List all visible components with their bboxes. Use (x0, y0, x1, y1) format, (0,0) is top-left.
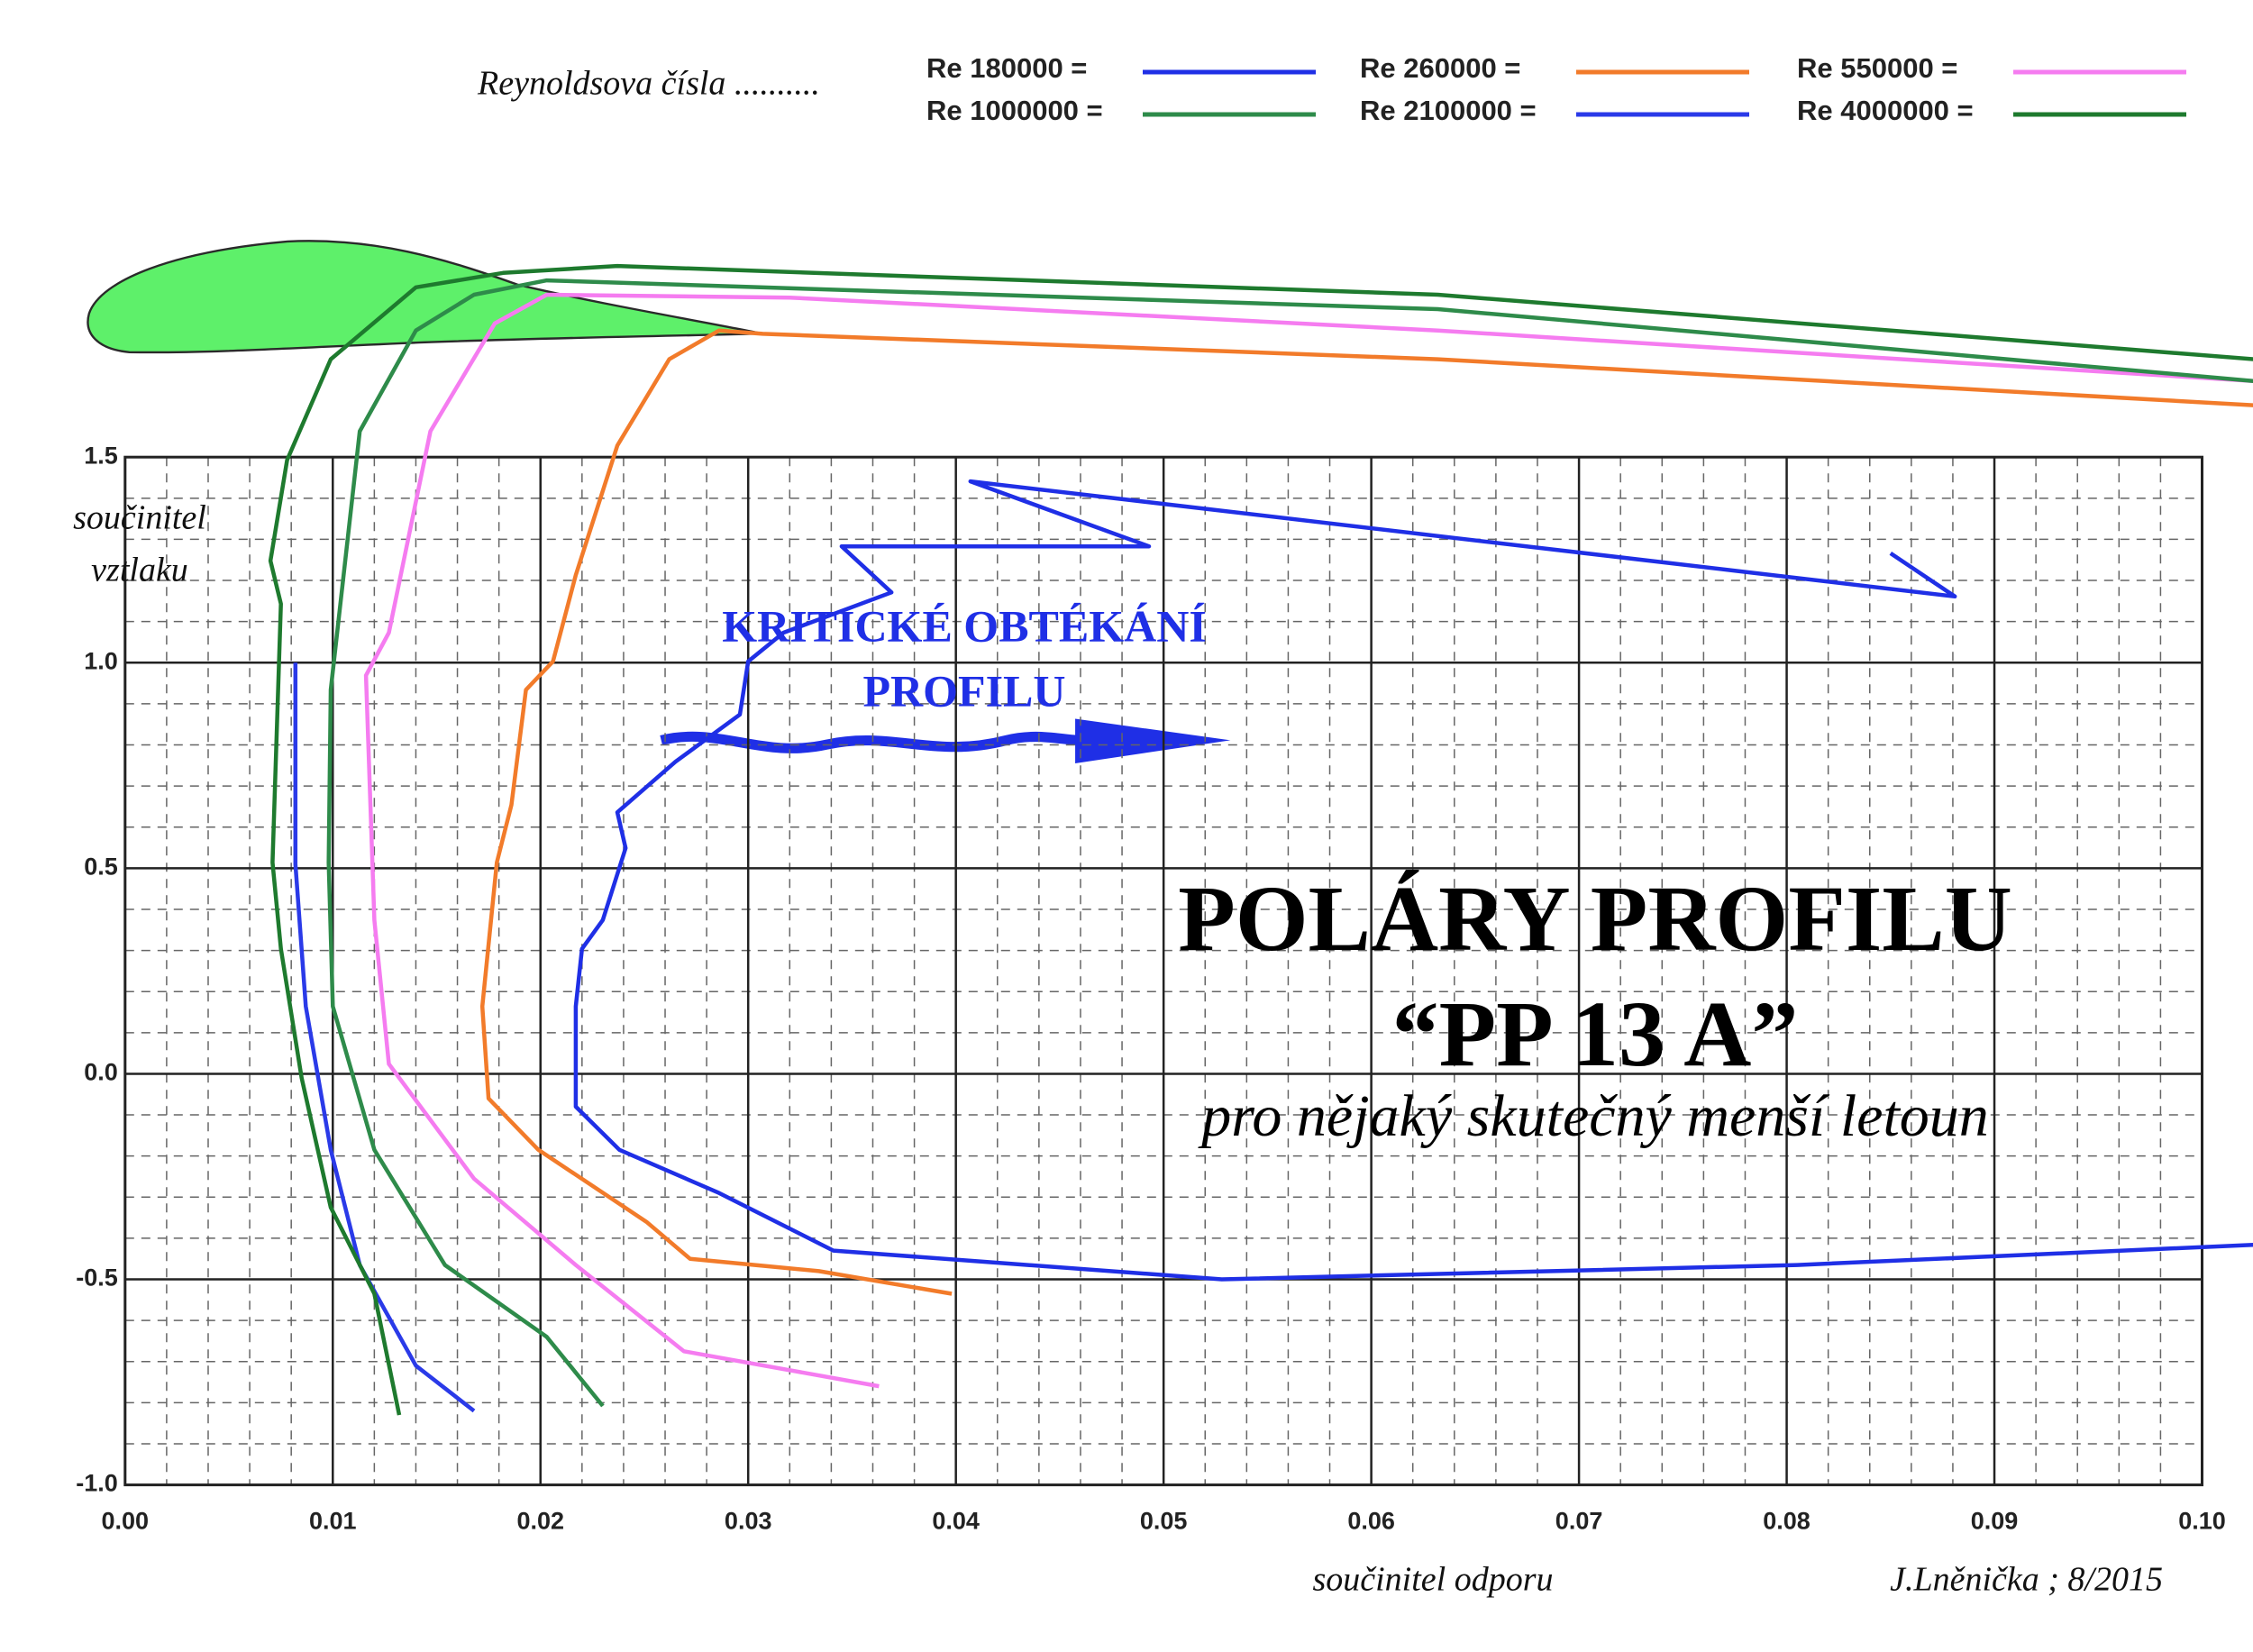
legend-label: Re 180000 = (926, 52, 1087, 84)
x-tick-label: 0.10 (2178, 1508, 2226, 1535)
legend-label: Re 2100000 = (1360, 95, 1537, 126)
y-tick-label: 1.5 (84, 442, 118, 469)
series-line (326, 278, 2253, 1408)
annotation: KRITICKÉ OBTÉKÁNÍ (722, 600, 1207, 651)
x-tick-label: 0.04 (932, 1508, 980, 1535)
legend-title: Reynoldsova čísla .......... (477, 65, 820, 103)
y-tick-label: -0.5 (76, 1264, 118, 1291)
x-tick-label: 0.03 (725, 1508, 772, 1535)
y-label: součinitel (73, 499, 206, 537)
plot-frame (123, 455, 2203, 1487)
x-tick-label: 0.08 (1763, 1508, 1811, 1535)
series-line (293, 662, 476, 1413)
x-tick-label: 0.09 (1971, 1508, 2019, 1535)
plot (268, 263, 2253, 1416)
x-tick-label: 0.01 (309, 1508, 357, 1535)
airfoil (87, 240, 1231, 763)
chart-title: “PP 13 A” (1392, 982, 1799, 1086)
legend-label: Re 550000 = (1797, 52, 1957, 84)
x-label: součinitel odporu (1312, 1561, 1553, 1599)
y-label: vztlaku (91, 552, 188, 589)
x-tick-label: 0.02 (516, 1508, 564, 1535)
chart-title: POLÁRY PROFILU (1178, 867, 2012, 971)
legend-label: Re 260000 = (1360, 52, 1520, 84)
series-line (573, 479, 2253, 1282)
credit: J.Lněnička ; 8/2015 (1890, 1561, 2163, 1599)
y-tick-label: -1.0 (76, 1470, 118, 1497)
wavy-arrow (660, 731, 1079, 753)
x-tick-label: 0.06 (1347, 1508, 1395, 1535)
y-tick-label: 0.0 (84, 1059, 118, 1086)
x-tick-label: 0.05 (1140, 1508, 1188, 1535)
series-line (479, 328, 2253, 1296)
y-tick-label: 0.5 (84, 853, 118, 880)
x-tick-label: 0.00 (102, 1508, 150, 1535)
y-tick-label: 1.0 (84, 647, 118, 674)
subtitle: pro nějaký skutečný menší letoun (1198, 1083, 1989, 1149)
series-line (363, 292, 2253, 1389)
arrow-head (1075, 718, 1231, 763)
series-line (268, 263, 2253, 1416)
annotation: PROFILU (863, 665, 1066, 716)
legend-label: Re 1000000 = (926, 95, 1103, 126)
legend-label: Re 4000000 = (1797, 95, 1974, 126)
x-tick-label: 0.07 (1555, 1508, 1603, 1535)
